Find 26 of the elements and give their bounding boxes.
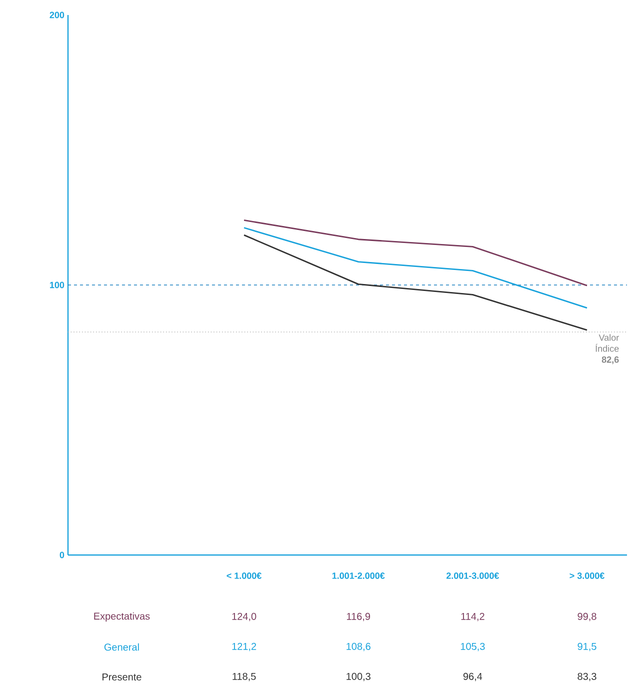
text: Expectativas (94, 612, 150, 622)
data-label: 100,3 (346, 672, 371, 682)
data-label: 105,3 (461, 642, 485, 652)
data-label: 114,2 (462, 612, 485, 622)
line-series (244, 234, 588, 331)
line-series (244, 227, 588, 309)
text: Presente (102, 674, 142, 680)
data-label: 121,2 (232, 642, 256, 652)
data-label: 124,0 (232, 612, 256, 622)
line-series (244, 219, 588, 286)
x-tick-label: 2.001-3.000€ (446, 572, 500, 579)
data-label: 108,6 (346, 642, 371, 652)
data-label: 91,5 (578, 642, 597, 652)
data-label: 96,4 (464, 672, 482, 682)
text: General (104, 643, 140, 651)
y-tick-label: 200 (50, 12, 64, 18)
data-label: 83,3 (578, 672, 596, 682)
y-tick-label: 0 (60, 552, 64, 558)
x-tick-label: 1.001-2.000€ (332, 572, 385, 579)
x-tick-label: > 3.000€ (570, 572, 605, 579)
ref-line-label: Valor Índice 82,6 (596, 334, 620, 364)
data-label: 116,9 (347, 612, 370, 622)
x-tick-label: < 1.000€ (226, 572, 262, 579)
y-tick-label: 100 (50, 282, 64, 288)
data-label: 99,8 (578, 612, 596, 622)
data-label: 118,5 (232, 672, 256, 682)
